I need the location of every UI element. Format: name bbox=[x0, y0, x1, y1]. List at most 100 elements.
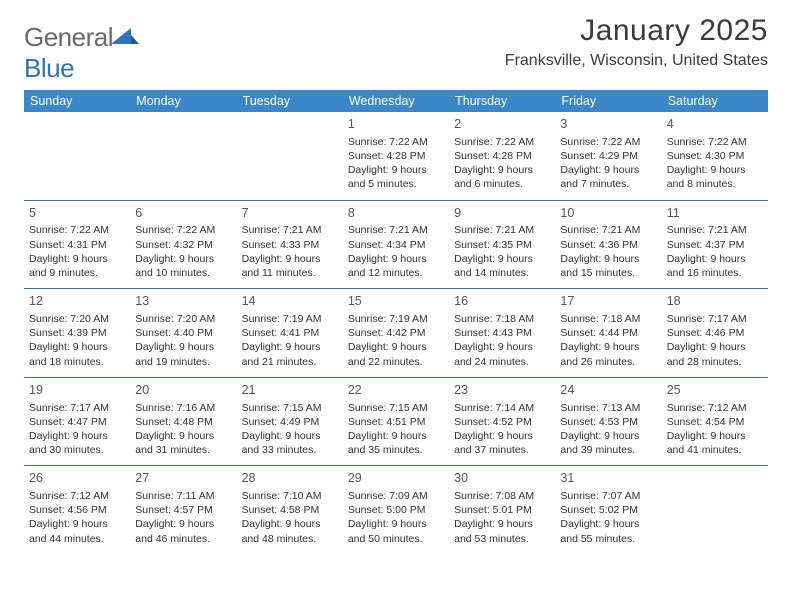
calendar-cell: 23Sunrise: 7:14 AMSunset: 4:52 PMDayligh… bbox=[449, 377, 555, 466]
daylight-line: Daylight: 9 hours and 22 minutes. bbox=[348, 340, 444, 368]
calendar-cell: 25Sunrise: 7:12 AMSunset: 4:54 PMDayligh… bbox=[662, 377, 768, 466]
sunset-line: Sunset: 4:46 PM bbox=[667, 326, 763, 340]
sunset-line: Sunset: 4:32 PM bbox=[135, 238, 231, 252]
logo-text: General Blue bbox=[24, 20, 139, 84]
calendar-cell: 16Sunrise: 7:18 AMSunset: 4:43 PMDayligh… bbox=[449, 289, 555, 378]
daylight-line: Daylight: 9 hours and 39 minutes. bbox=[560, 429, 656, 457]
calendar-cell: 19Sunrise: 7:17 AMSunset: 4:47 PMDayligh… bbox=[24, 377, 130, 466]
daylight-line: Daylight: 9 hours and 10 minutes. bbox=[135, 252, 231, 280]
daylight-line: Daylight: 9 hours and 6 minutes. bbox=[454, 163, 550, 191]
day-number: 2 bbox=[454, 116, 550, 133]
sunrise-line: Sunrise: 7:13 AM bbox=[560, 401, 656, 415]
sunset-line: Sunset: 5:00 PM bbox=[348, 503, 444, 517]
calendar-cell: 30Sunrise: 7:08 AMSunset: 5:01 PMDayligh… bbox=[449, 466, 555, 554]
title-block: January 2025 Franksville, Wisconsin, Uni… bbox=[505, 14, 768, 70]
logo-word-general: General bbox=[24, 22, 113, 52]
day-number: 9 bbox=[454, 205, 550, 222]
daylight-line: Daylight: 9 hours and 53 minutes. bbox=[454, 517, 550, 545]
day-header: Wednesday bbox=[343, 90, 449, 112]
daylight-line: Daylight: 9 hours and 12 minutes. bbox=[348, 252, 444, 280]
day-number: 28 bbox=[242, 470, 338, 487]
calendar-cell: 10Sunrise: 7:21 AMSunset: 4:36 PMDayligh… bbox=[555, 200, 661, 289]
day-number: 3 bbox=[560, 116, 656, 133]
daylight-line: Daylight: 9 hours and 48 minutes. bbox=[242, 517, 338, 545]
sunset-line: Sunset: 4:34 PM bbox=[348, 238, 444, 252]
sunrise-line: Sunrise: 7:22 AM bbox=[667, 135, 763, 149]
calendar-week-row: 12Sunrise: 7:20 AMSunset: 4:39 PMDayligh… bbox=[24, 289, 768, 378]
calendar-week-row: 19Sunrise: 7:17 AMSunset: 4:47 PMDayligh… bbox=[24, 377, 768, 466]
sunset-line: Sunset: 4:35 PM bbox=[454, 238, 550, 252]
day-number: 18 bbox=[667, 293, 763, 310]
sunrise-line: Sunrise: 7:17 AM bbox=[667, 312, 763, 326]
sunset-line: Sunset: 5:01 PM bbox=[454, 503, 550, 517]
day-number: 5 bbox=[29, 205, 125, 222]
sunrise-line: Sunrise: 7:21 AM bbox=[242, 223, 338, 237]
sunset-line: Sunset: 4:47 PM bbox=[29, 415, 125, 429]
sunrise-line: Sunrise: 7:15 AM bbox=[348, 401, 444, 415]
sunset-line: Sunset: 4:53 PM bbox=[560, 415, 656, 429]
daylight-line: Daylight: 9 hours and 9 minutes. bbox=[29, 252, 125, 280]
sunrise-line: Sunrise: 7:10 AM bbox=[242, 489, 338, 503]
sunrise-line: Sunrise: 7:15 AM bbox=[242, 401, 338, 415]
calendar-cell: 12Sunrise: 7:20 AMSunset: 4:39 PMDayligh… bbox=[24, 289, 130, 378]
sunset-line: Sunset: 4:28 PM bbox=[348, 149, 444, 163]
month-title: January 2025 bbox=[505, 14, 768, 48]
sunrise-line: Sunrise: 7:19 AM bbox=[242, 312, 338, 326]
calendar-cell: 6Sunrise: 7:22 AMSunset: 4:32 PMDaylight… bbox=[130, 200, 236, 289]
day-number: 13 bbox=[135, 293, 231, 310]
sunset-line: Sunset: 4:42 PM bbox=[348, 326, 444, 340]
sunset-line: Sunset: 4:54 PM bbox=[667, 415, 763, 429]
calendar-cell: 29Sunrise: 7:09 AMSunset: 5:00 PMDayligh… bbox=[343, 466, 449, 554]
day-number: 27 bbox=[135, 470, 231, 487]
calendar-cell: 26Sunrise: 7:12 AMSunset: 4:56 PMDayligh… bbox=[24, 466, 130, 554]
calendar-cell: 27Sunrise: 7:11 AMSunset: 4:57 PMDayligh… bbox=[130, 466, 236, 554]
daylight-line: Daylight: 9 hours and 41 minutes. bbox=[667, 429, 763, 457]
sunrise-line: Sunrise: 7:12 AM bbox=[29, 489, 125, 503]
calendar-week-row: 26Sunrise: 7:12 AMSunset: 4:56 PMDayligh… bbox=[24, 466, 768, 554]
daylight-line: Daylight: 9 hours and 28 minutes. bbox=[667, 340, 763, 368]
logo-triangle-icon bbox=[111, 22, 139, 42]
day-header-row: Sunday Monday Tuesday Wednesday Thursday… bbox=[24, 90, 768, 112]
header: General Blue January 2025 Franksville, W… bbox=[24, 12, 768, 84]
day-number: 20 bbox=[135, 382, 231, 399]
daylight-line: Daylight: 9 hours and 30 minutes. bbox=[29, 429, 125, 457]
sunrise-line: Sunrise: 7:18 AM bbox=[560, 312, 656, 326]
sunrise-line: Sunrise: 7:09 AM bbox=[348, 489, 444, 503]
sunrise-line: Sunrise: 7:16 AM bbox=[135, 401, 231, 415]
sunrise-line: Sunrise: 7:21 AM bbox=[560, 223, 656, 237]
sunrise-line: Sunrise: 7:21 AM bbox=[454, 223, 550, 237]
day-number: 11 bbox=[667, 205, 763, 222]
daylight-line: Daylight: 9 hours and 46 minutes. bbox=[135, 517, 231, 545]
page: General Blue January 2025 Franksville, W… bbox=[0, 0, 792, 612]
sunrise-line: Sunrise: 7:11 AM bbox=[135, 489, 231, 503]
sunrise-line: Sunrise: 7:22 AM bbox=[348, 135, 444, 149]
day-number: 15 bbox=[348, 293, 444, 310]
sunset-line: Sunset: 4:48 PM bbox=[135, 415, 231, 429]
sunset-line: Sunset: 4:31 PM bbox=[29, 238, 125, 252]
sunset-line: Sunset: 4:37 PM bbox=[667, 238, 763, 252]
day-header: Saturday bbox=[662, 90, 768, 112]
daylight-line: Daylight: 9 hours and 33 minutes. bbox=[242, 429, 338, 457]
sunrise-line: Sunrise: 7:08 AM bbox=[454, 489, 550, 503]
sunrise-line: Sunrise: 7:22 AM bbox=[560, 135, 656, 149]
sunset-line: Sunset: 4:39 PM bbox=[29, 326, 125, 340]
day-number: 26 bbox=[29, 470, 125, 487]
sunrise-line: Sunrise: 7:22 AM bbox=[135, 223, 231, 237]
calendar-cell: 31Sunrise: 7:07 AMSunset: 5:02 PMDayligh… bbox=[555, 466, 661, 554]
daylight-line: Daylight: 9 hours and 8 minutes. bbox=[667, 163, 763, 191]
sunset-line: Sunset: 4:51 PM bbox=[348, 415, 444, 429]
day-number: 29 bbox=[348, 470, 444, 487]
calendar-cell: 5Sunrise: 7:22 AMSunset: 4:31 PMDaylight… bbox=[24, 200, 130, 289]
sunrise-line: Sunrise: 7:20 AM bbox=[29, 312, 125, 326]
daylight-line: Daylight: 9 hours and 7 minutes. bbox=[560, 163, 656, 191]
sunset-line: Sunset: 4:29 PM bbox=[560, 149, 656, 163]
day-number: 21 bbox=[242, 382, 338, 399]
calendar-cell: 4Sunrise: 7:22 AMSunset: 4:30 PMDaylight… bbox=[662, 112, 768, 200]
calendar-cell: 3 Sunrise: 7:22 AMSunset: 4:29 PMDaylight… bbox=[555, 112, 661, 200]
sunrise-line: Sunrise: 7:22 AM bbox=[454, 135, 550, 149]
calendar-cell: 24Sunrise: 7:13 AMSunset: 4:53 PMDayligh… bbox=[555, 377, 661, 466]
daylight-line: Daylight: 9 hours and 11 minutes. bbox=[242, 252, 338, 280]
calendar-week-row: 5Sunrise: 7:22 AMSunset: 4:31 PMDaylight… bbox=[24, 200, 768, 289]
sunset-line: Sunset: 4:52 PM bbox=[454, 415, 550, 429]
sunrise-line: Sunrise: 7:21 AM bbox=[667, 223, 763, 237]
